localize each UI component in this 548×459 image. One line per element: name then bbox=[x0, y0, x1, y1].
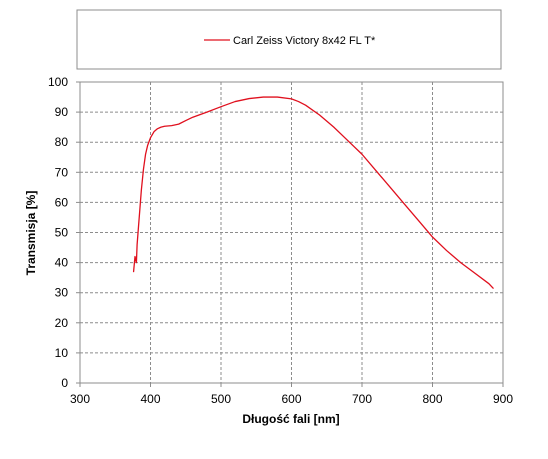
y-tick-label: 90 bbox=[55, 105, 69, 119]
y-tick-label: 30 bbox=[55, 286, 69, 300]
series-layer bbox=[132, 96, 494, 289]
y-tick-label: 40 bbox=[55, 256, 69, 270]
y-tick-label: 50 bbox=[55, 226, 69, 240]
x-tick-label: 600 bbox=[281, 392, 301, 406]
x-tick-label: 700 bbox=[352, 392, 372, 406]
x-tick-label: 800 bbox=[422, 392, 442, 406]
x-tick-label: 400 bbox=[140, 392, 160, 406]
y-tick-label: 60 bbox=[55, 195, 69, 209]
y-tick-label: 0 bbox=[61, 376, 68, 390]
grid bbox=[80, 82, 503, 383]
y-tick-label: 20 bbox=[55, 316, 69, 330]
y-axis-title: Transmisja [%] bbox=[24, 191, 38, 276]
x-axis-title: Długość fali [nm] bbox=[242, 412, 339, 426]
y-tick-label: 10 bbox=[55, 346, 69, 360]
y-tick-label: 100 bbox=[48, 75, 68, 89]
x-tick-label: 900 bbox=[493, 392, 513, 406]
axes: 300 400 500 600 700 800 900 0 10 20 30 40 50 60 70 80 90… bbox=[48, 75, 513, 406]
legend-box bbox=[76, 9, 502, 70]
y-tick-label: 70 bbox=[55, 165, 69, 179]
x-tick-label: 300 bbox=[70, 392, 90, 406]
legend-label: Carl Zeiss Victory 8x42 FL T* bbox=[233, 35, 376, 47]
series-line bbox=[132, 96, 494, 289]
y-tick-label: 80 bbox=[55, 135, 69, 149]
x-tick-label: 500 bbox=[211, 392, 231, 406]
